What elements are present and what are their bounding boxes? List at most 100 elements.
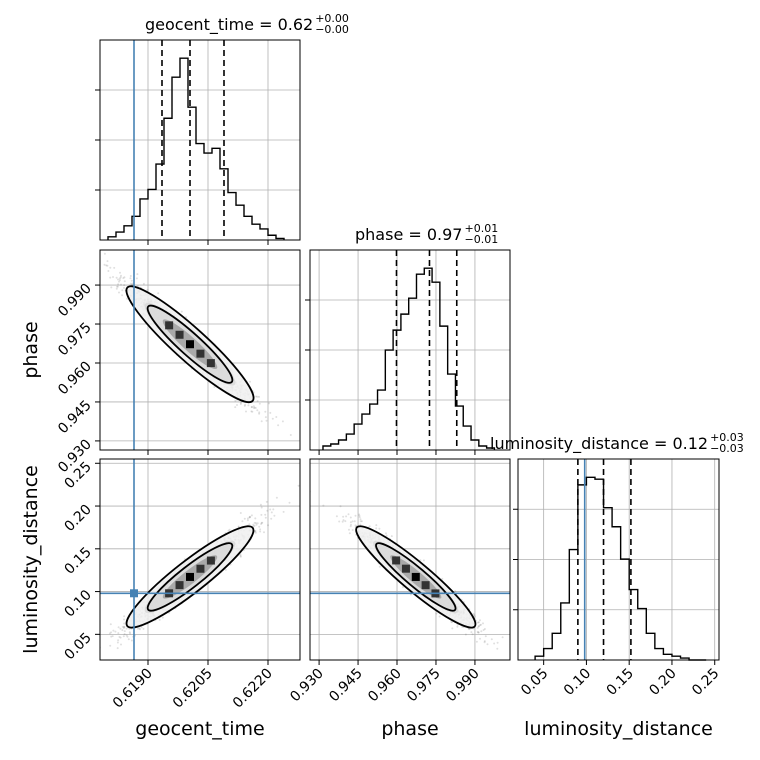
sample-point xyxy=(342,519,345,522)
sample-point xyxy=(456,625,459,628)
sample-point xyxy=(258,412,261,415)
sample-point xyxy=(241,520,244,523)
sample-point xyxy=(123,615,126,618)
x-tick-label-phase: 0.975 xyxy=(404,666,444,706)
sample-point xyxy=(122,635,125,638)
title-minus-error: −0.01 xyxy=(464,233,498,246)
sample-point xyxy=(111,635,114,638)
sample-point xyxy=(239,554,242,557)
sample-point xyxy=(106,264,109,267)
sample-point xyxy=(243,517,246,520)
sample-point xyxy=(130,639,133,642)
sample-point xyxy=(125,634,128,637)
density-core xyxy=(165,321,174,330)
density-core xyxy=(196,564,205,573)
y-axis-label-luminosity_distance: luminosity_distance xyxy=(20,465,42,654)
sample-point xyxy=(253,524,256,527)
sample-point xyxy=(123,286,125,289)
sample-point xyxy=(254,407,257,409)
sample-point xyxy=(265,419,268,422)
sample-point xyxy=(348,528,350,531)
sample-point xyxy=(385,534,388,537)
density-core xyxy=(175,330,184,339)
sample-point xyxy=(115,276,118,279)
confidence-contour-1 xyxy=(146,304,234,384)
hist-panel-geocent_time xyxy=(95,39,301,241)
sample-point xyxy=(513,657,515,659)
sample-point xyxy=(354,514,357,517)
sample-point xyxy=(227,529,230,532)
sample-point xyxy=(106,260,109,263)
density-core xyxy=(206,359,215,368)
sample-point xyxy=(368,525,371,528)
sample-point xyxy=(358,516,361,519)
sample-point xyxy=(351,520,354,523)
density-core xyxy=(411,572,420,581)
sample-point xyxy=(354,524,357,527)
axes-frame xyxy=(99,458,301,661)
sample-point xyxy=(265,500,268,503)
sample-point xyxy=(117,278,119,281)
sample-point xyxy=(490,638,493,641)
sample-point xyxy=(477,631,480,634)
y-axis-label-phase: phase xyxy=(20,321,42,378)
panel-content xyxy=(100,250,300,450)
density-core xyxy=(175,581,184,590)
sample-point xyxy=(258,395,260,398)
sample-point xyxy=(252,523,255,526)
sample-point xyxy=(117,283,120,286)
sample-point xyxy=(252,405,255,408)
sample-point xyxy=(247,404,250,407)
sample-point xyxy=(109,276,112,279)
sample-point xyxy=(263,531,265,534)
sample-point xyxy=(270,511,273,514)
sample-point xyxy=(85,658,87,660)
sample-point xyxy=(281,420,284,423)
density-core xyxy=(421,581,430,590)
histogram-geocent_time xyxy=(107,57,285,240)
sample-point xyxy=(113,266,116,269)
sample-point xyxy=(297,484,300,487)
sample-point xyxy=(123,626,126,629)
sample-point xyxy=(347,513,350,516)
sample-point xyxy=(137,627,139,630)
sample-point xyxy=(127,638,130,641)
sample-point xyxy=(450,620,453,623)
sample-point xyxy=(116,285,118,288)
sample-point xyxy=(117,626,120,629)
sample-point xyxy=(451,621,453,624)
sample-point xyxy=(264,416,267,419)
sample-point xyxy=(271,417,274,420)
sample-point xyxy=(213,386,216,388)
sample-point xyxy=(146,288,149,291)
sample-point xyxy=(260,506,263,509)
sample-point xyxy=(256,395,259,398)
sample-point xyxy=(117,639,120,642)
sample-point xyxy=(269,508,272,511)
density-core xyxy=(392,556,401,565)
sample-point xyxy=(109,644,112,647)
sample-point xyxy=(123,625,125,628)
axes-frame xyxy=(309,249,511,451)
sample-point xyxy=(260,513,263,516)
sample-point xyxy=(249,380,251,383)
sample-point xyxy=(484,635,487,638)
sample-point xyxy=(119,636,122,639)
sample-point xyxy=(467,628,470,631)
sample-point xyxy=(250,410,253,413)
sample-point xyxy=(341,520,344,523)
sample-point xyxy=(123,630,126,633)
sample-point xyxy=(256,409,259,412)
sample-point xyxy=(237,525,240,528)
title-minus-error: −0.03 xyxy=(710,442,744,455)
sample-point xyxy=(470,631,473,634)
sample-point xyxy=(476,621,479,624)
sample-point xyxy=(254,517,257,520)
sample-point xyxy=(256,522,259,525)
sample-point xyxy=(130,279,133,282)
sample-point xyxy=(477,625,480,628)
panel-phase-luminosity_distance xyxy=(309,458,515,661)
axes-frame xyxy=(99,249,301,451)
title-plus-error: +0.01 xyxy=(464,222,498,235)
sample-point xyxy=(282,510,285,513)
